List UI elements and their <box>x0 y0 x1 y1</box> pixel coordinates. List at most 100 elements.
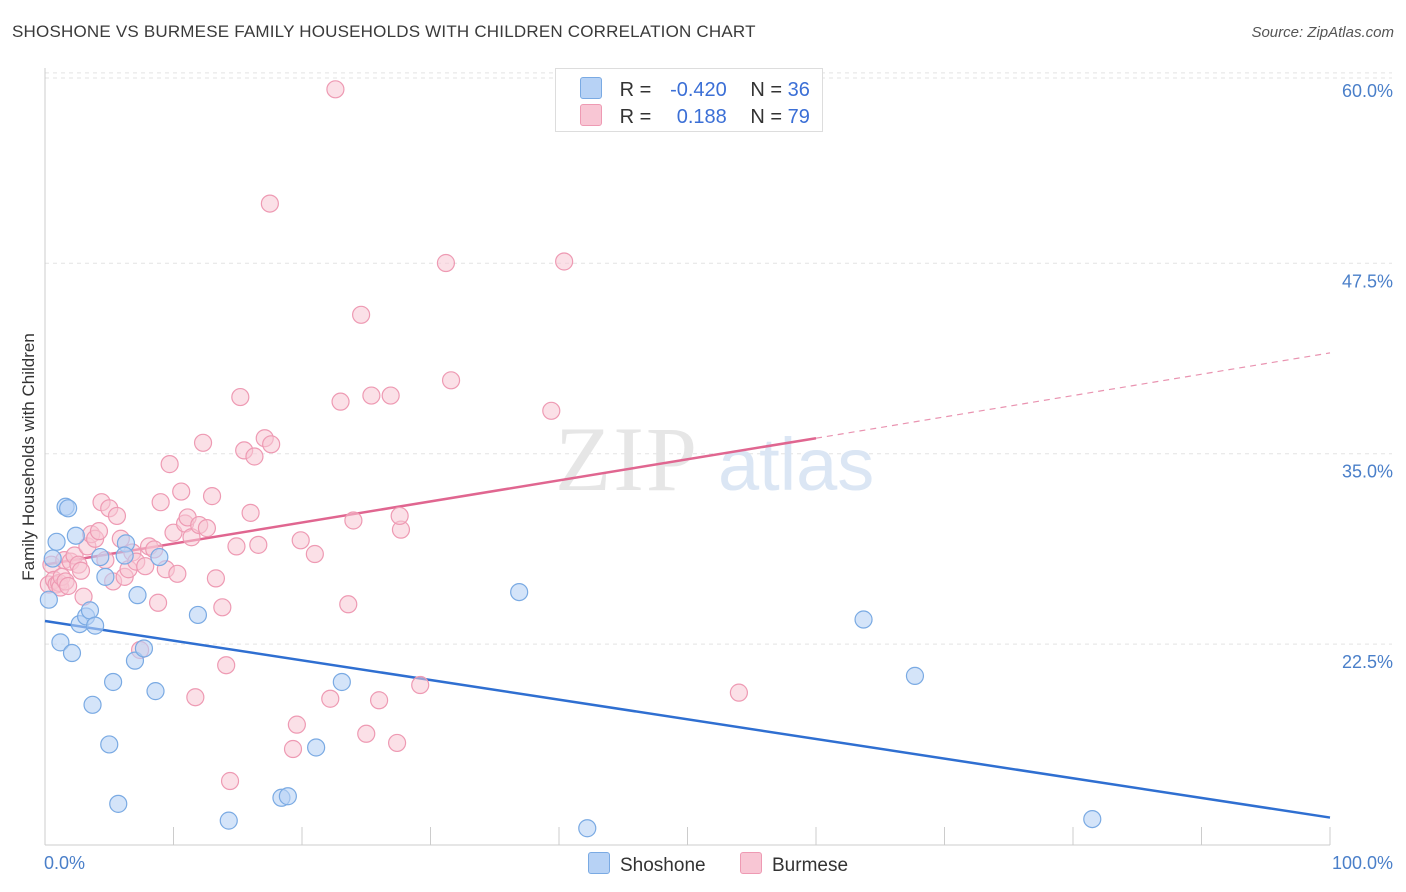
chart-title: SHOSHONE VS BURMESE FAMILY HOUSEHOLDS WI… <box>12 22 756 41</box>
watermark-zip: ZIP <box>555 408 699 510</box>
burmese-point <box>220 771 240 791</box>
legend-r-value: -0.420 <box>670 79 727 101</box>
bottom-legend-shoshone[interactable]: Shoshone <box>588 852 706 877</box>
shoshone-point <box>854 610 873 629</box>
shoshone-point <box>150 547 169 567</box>
burmese-point <box>227 537 246 556</box>
burmese-point <box>305 544 324 564</box>
shoshone-point <box>59 499 78 518</box>
burmese-point <box>202 487 222 506</box>
burmese-point <box>172 482 191 501</box>
shoshone-trend-line <box>44 619 1331 819</box>
burmese-point <box>136 557 155 576</box>
burmese-legend-icon <box>740 852 762 874</box>
burmese-point <box>339 595 358 614</box>
burmese-point <box>186 688 205 707</box>
burmese-point <box>291 531 310 550</box>
shoshone-point <box>219 811 238 830</box>
burmese-point <box>387 733 407 753</box>
burmese-point <box>71 561 91 580</box>
burmese-point <box>390 506 409 526</box>
burmese-swatch-icon <box>580 104 602 126</box>
shoshone-point <box>86 616 105 635</box>
burmese-point <box>321 689 340 708</box>
shoshone-swatch-icon <box>580 77 602 99</box>
shoshone-point <box>332 672 351 692</box>
shoshone-point <box>1083 809 1102 829</box>
burmese-point <box>357 724 376 743</box>
shoshone-points <box>39 497 1102 838</box>
shoshone-point <box>66 526 85 545</box>
burmese-point <box>436 253 456 273</box>
shoshone-point <box>278 787 297 806</box>
burmese-point <box>362 386 381 405</box>
y-tick-label: 35.0% <box>1342 462 1393 482</box>
shoshone-point <box>62 643 82 663</box>
burmese-point <box>283 739 303 759</box>
shoshone-point <box>115 546 134 565</box>
shoshone-point <box>125 651 145 670</box>
shoshone-point <box>905 666 925 685</box>
burmese-point <box>411 675 430 695</box>
watermark-atlas: atlas <box>718 423 874 506</box>
burmese-point <box>370 691 389 710</box>
burmese-point <box>217 656 236 675</box>
shoshone-point <box>128 586 147 605</box>
correlation-legend: R = -0.420 N = 36 R = 0.188 N = 79 <box>555 68 823 132</box>
shoshone-point <box>43 549 62 568</box>
shoshone-point <box>51 633 70 652</box>
y-tick-label: 22.5% <box>1342 652 1393 672</box>
burmese-point <box>542 401 561 420</box>
burmese-point <box>441 371 461 390</box>
trend-lines <box>44 352 1331 819</box>
shoshone-point <box>104 672 123 692</box>
shoshone-point <box>578 819 597 838</box>
burmese-point <box>344 511 363 530</box>
shoshone-point <box>39 590 58 609</box>
y-axis-label: Family Households with Children <box>19 333 38 581</box>
shoshone-point <box>510 582 529 602</box>
burmese-point <box>160 455 179 474</box>
burmese-point <box>262 435 281 454</box>
y-axis-tick-labels: 22.5% 35.0% 47.5% 60.0% <box>1342 81 1393 672</box>
y-tick-label: 47.5% <box>1342 271 1393 291</box>
x-axis-ticks <box>44 827 1331 845</box>
burmese-point <box>331 392 350 411</box>
gridlines <box>45 72 1392 645</box>
x-tick-label-min: 0.0% <box>44 853 85 873</box>
shoshone-point <box>96 567 115 586</box>
burmese-point <box>213 598 232 617</box>
burmese-point <box>89 522 109 541</box>
burmese-point <box>381 386 400 405</box>
burmese-point <box>249 535 268 554</box>
legend-r-value: 0.188 <box>676 106 727 128</box>
shoshone-point <box>83 695 102 714</box>
legend-n-label: N = <box>750 79 783 101</box>
burmese-point <box>107 506 127 526</box>
shoshone-point <box>146 682 165 701</box>
burmese-point <box>287 715 306 734</box>
shoshone-point <box>80 601 100 620</box>
burmese-point <box>555 252 574 271</box>
burmese-point <box>151 493 170 512</box>
legend-r-label: R = <box>619 79 652 101</box>
burmese-point <box>326 80 345 99</box>
burmese-point <box>197 519 217 538</box>
legend-row-shoshone: R = -0.420 N = 36 <box>580 77 810 101</box>
legend-n-value: 79 <box>787 106 810 128</box>
burmese-points <box>39 80 749 791</box>
burmese-point <box>206 569 226 588</box>
shoshone-point <box>134 639 154 658</box>
burmese-point <box>231 387 250 407</box>
burmese-point <box>729 683 749 702</box>
burmese-point <box>193 433 213 452</box>
burmese-point <box>245 447 264 466</box>
burmese-point <box>260 194 279 213</box>
burmese-point <box>59 576 78 596</box>
shoshone-point <box>100 735 119 754</box>
x-tick-label-max: 100.0% <box>1332 853 1393 873</box>
burmese-trend-line <box>44 436 817 566</box>
shoshone-point <box>188 605 208 625</box>
bottom-legend-burmese[interactable]: Burmese <box>740 852 848 877</box>
